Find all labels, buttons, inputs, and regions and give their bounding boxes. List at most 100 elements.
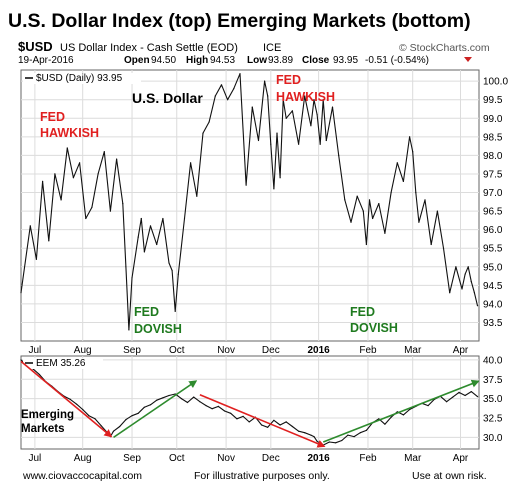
emerging-markets-line2: Markets <box>21 423 64 435</box>
usd-legend: $USD (Daily) 93.95 <box>23 73 141 84</box>
eem-data-point <box>267 426 269 428</box>
eem-y-tick-label: 37.5 <box>483 375 503 386</box>
eem-data-point <box>137 412 139 414</box>
usd-data-point <box>190 162 192 164</box>
usd-data-point <box>291 110 293 112</box>
eem-data-point <box>402 414 404 416</box>
dropdown-icon[interactable] <box>464 57 472 62</box>
usd-data-point <box>29 225 31 227</box>
usd-data-point <box>233 88 235 90</box>
eem-data-point <box>359 432 361 434</box>
usd-data-point <box>285 117 287 119</box>
eem-data-point <box>446 401 448 403</box>
usd-legend-bg <box>23 73 141 84</box>
eem-data-point <box>69 398 71 400</box>
usd-data-point <box>72 177 74 179</box>
footer-disclaimer: For illustrative purposes only. <box>194 470 330 482</box>
usd-data-point <box>344 199 346 201</box>
usd-data-point <box>48 240 50 242</box>
usd-data-point <box>350 221 352 223</box>
usd-x-tick-label: Feb <box>359 345 377 356</box>
eem-data-point <box>464 394 466 397</box>
eem-data-point <box>384 423 386 425</box>
eem-data-point <box>285 421 287 423</box>
usd-x-tick-label: Nov <box>217 345 235 356</box>
footer-risk: Use at own risk. <box>412 470 487 482</box>
eem-data-point <box>470 391 472 393</box>
eem-plot-frame <box>20 355 480 450</box>
eem-data-point <box>291 425 293 428</box>
usd-data-point <box>325 139 327 142</box>
eem-data-point <box>335 442 337 444</box>
eem-x-tick-label: Feb <box>359 453 377 464</box>
eem-legend-label: EEM 35.26 <box>36 358 86 369</box>
eem-x-tick-label: Aug <box>74 453 92 464</box>
fed-dovish-2-line2: DOVISH <box>350 321 398 335</box>
usd-data-point <box>282 99 284 101</box>
usd-data-point <box>473 292 475 294</box>
usd-data-point <box>97 173 99 175</box>
usd-data-point <box>214 95 216 97</box>
usd-x-tick-label: Oct <box>169 345 185 356</box>
usd-y-tick-label: 96.0 <box>483 225 503 236</box>
ticker-description: US Dollar Index - Cash Settle (EOD) <box>60 42 238 54</box>
usd-x-tick-label: Jul <box>28 345 41 356</box>
eem-data-point <box>273 419 275 421</box>
usd-data-point <box>196 195 198 197</box>
fed-dovish-annotation-2: FED DOVISH <box>350 305 398 335</box>
eem-data-point <box>149 404 152 406</box>
eem-data-point <box>347 434 349 436</box>
fed-dovish-2-line1: FED <box>350 305 375 319</box>
usd-data-point <box>396 162 398 164</box>
usd-data-point <box>20 292 22 294</box>
fed-hawkish-annotation-1: FED HAWKISH <box>40 110 99 140</box>
fed-hawkish-2-line1: FED <box>276 73 301 87</box>
usd-data-point <box>378 203 380 205</box>
eem-x-tick-label: Dec <box>262 453 280 464</box>
usd-data-point <box>362 210 364 212</box>
usd-data-point <box>35 258 38 260</box>
usd-data-point <box>174 310 176 312</box>
eem-legend: EEM 35.26 <box>23 358 103 369</box>
eem-data-point <box>476 396 479 398</box>
usd-data-point <box>54 173 56 175</box>
usd-data-point <box>177 273 179 275</box>
low-value: 93.89 <box>268 55 293 66</box>
usd-data-point <box>131 277 133 279</box>
usd-data-point <box>409 136 411 138</box>
eem-y-tick-label: 30.0 <box>483 433 503 444</box>
fed-dovish-1-line2: DOVISH <box>134 322 182 336</box>
eem-data-point <box>186 401 189 404</box>
eem-x-tick-label: Jul <box>28 453 41 464</box>
usd-x-tick-label: Apr <box>453 345 469 356</box>
usd-data-point <box>257 139 260 142</box>
usd-data-point <box>42 180 44 182</box>
eem-data-point <box>236 418 238 420</box>
usd-data-point <box>390 191 392 194</box>
eem-data-point <box>378 418 380 420</box>
eem-data-point <box>143 406 145 408</box>
usd-series-line <box>20 73 479 331</box>
eem-y-tick-label: 32.5 <box>483 414 503 425</box>
eem-data-point <box>304 432 306 434</box>
usd-data-point <box>415 191 417 194</box>
usd-data-point <box>436 210 438 212</box>
eem-y-tick-label: 35.0 <box>483 394 503 405</box>
usd-data-point <box>85 217 87 220</box>
eem-data-point <box>168 394 170 397</box>
high-value: 94.53 <box>210 55 235 66</box>
usd-y-tick-label: 99.0 <box>483 114 503 125</box>
eem-data-point <box>458 391 460 393</box>
usd-plot-frame <box>20 69 480 342</box>
eem-data-point <box>279 424 281 426</box>
eem-data-point <box>162 397 164 399</box>
usd-x-tick-label: Sep <box>123 345 141 356</box>
usd-data-point <box>162 217 164 220</box>
usd-data-point <box>418 221 420 223</box>
quote-date: 19-Apr-2016 <box>18 55 74 66</box>
eem-data-point <box>119 425 121 428</box>
usd-y-tick-label: 94.0 <box>483 299 503 310</box>
usd-data-point <box>220 84 223 86</box>
usd-data-point <box>156 243 158 246</box>
